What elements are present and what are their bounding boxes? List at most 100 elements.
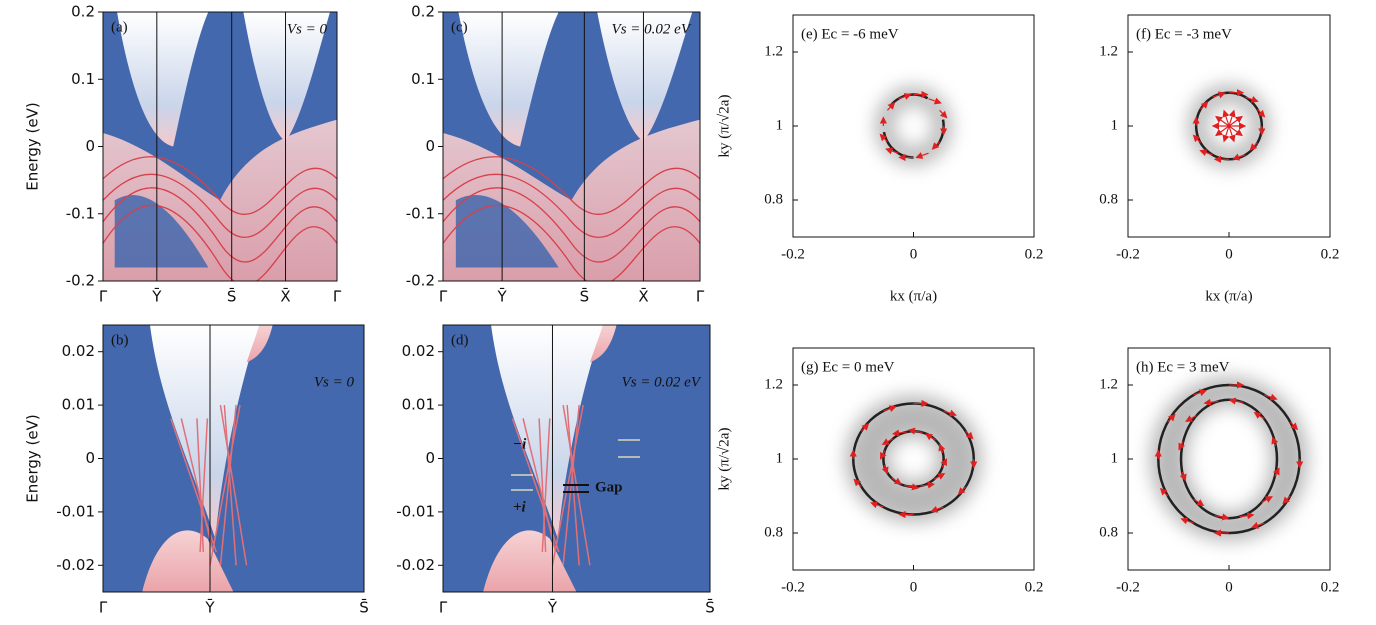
surface-state [199,404,248,566]
spin-arrow [898,93,912,100]
axes-frame [442,11,701,282]
panel-label: (a) [111,19,128,35]
spin-arrow [1215,125,1230,137]
panel-label: (h) Ec = 3 meV [1136,359,1230,375]
spin-arrow [881,464,889,475]
band-line [443,204,700,281]
x-tick-label: S̄ [359,598,369,617]
x-tick-label: 0 [910,579,918,595]
spin-arrow [1215,115,1230,127]
surface-state [170,404,241,566]
y-tick-label: 1 [1111,117,1119,133]
x-tick-label: Γ̄ [696,288,705,306]
spin-arrow [1256,108,1266,118]
bulk-gap [455,195,559,268]
spin-arrow [1228,125,1243,137]
x-axis-label: kx (π/a) [890,288,937,304]
bulk-band [589,325,617,363]
spin-arrow [1203,398,1219,406]
panel-label: (b) [111,332,129,348]
plot-area [103,325,364,592]
spin-arrow [938,443,946,454]
x-tick-label: X̄ [280,287,290,306]
spin-arrow [1228,125,1236,143]
x-axis-label: kx (π/a) [1205,288,1252,304]
spin-arrow [891,429,907,437]
spin-arrow [1253,411,1265,420]
cone [597,12,693,142]
spin-arrow [1192,134,1202,144]
spin-arrow [1167,413,1176,423]
spin-arrow [943,409,957,417]
y-tick-label: 0.02 [402,342,435,360]
y-tick-label: 0.2 [71,3,95,21]
spin-arrow [928,97,942,105]
spin-arrow [1273,467,1280,477]
spin-arrow [860,423,870,432]
spin-arrow [1228,397,1244,405]
spin-arrow [1271,436,1279,447]
x-tick-label: Ȳ [547,599,558,617]
x-tick-label: S̄ [705,598,715,617]
annotation: Vs = 0 [287,21,328,37]
bulk-band [483,530,577,592]
band-line [443,187,700,263]
y-tick-label: 1.2 [1099,43,1118,59]
spin-arrow [940,458,947,468]
y-tick-label: 0.2 [411,3,435,21]
x-tick-label: S̄ [580,287,590,306]
axes-frame [102,324,365,593]
surface-state [196,405,237,566]
glow-inner [1187,405,1271,513]
spin-arrow [1193,498,1205,507]
spin-arrow [904,483,920,491]
spin-arrow [1222,125,1230,143]
y-tick-label: 0 [425,137,435,155]
x-tick-label: -0.2 [781,246,805,262]
x-tick-label: 0 [1225,246,1233,262]
y-tick-label: 0.8 [1099,191,1118,207]
spin-arrow [1289,421,1299,431]
y-tick-label: -0.01 [396,502,435,520]
bulk-band [246,325,273,363]
y-tick-label: 0.8 [764,191,783,207]
y-tick-label: -0.1 [406,204,435,222]
annotation: Vs = 0.02 eV [612,21,692,37]
panel-label: (c) [451,19,468,35]
y-axis-label: ky (π/√2a) [716,428,732,491]
note: −i [513,436,527,452]
axes-frame [442,324,711,593]
band-line [103,173,337,239]
spin-arrow [1193,389,1207,397]
panel-label: (g) Ec = 0 meV [801,359,895,375]
spin-arrow [930,505,944,513]
spin-arrow [883,405,897,413]
spin-arrow [1178,441,1185,451]
spin-arrow [915,152,929,159]
spin-arrow [907,427,923,435]
band-line [103,187,337,263]
band-line [443,173,700,239]
x-tick-label: Γ̄ [439,288,448,306]
spin-arrow [1228,115,1243,127]
bulk-gap [114,195,209,268]
x-tick-label: 0.2 [1321,246,1340,262]
cone [491,325,604,539]
x-tick-label: 0 [1225,579,1233,595]
note: Gap [595,479,623,495]
spin-arrow [933,473,946,480]
glow-inner [889,437,938,481]
y-tick-label: 1.2 [1099,376,1118,392]
y-tick-label: 0.8 [764,524,783,540]
spin-arrow [891,477,902,485]
cone [149,325,260,539]
annotation: Vs = 0.02 eV [622,374,702,390]
y-tick-label: 0.01 [402,396,435,414]
x-tick-label: 0.2 [1321,579,1340,595]
note: +i [513,499,527,515]
spin-arrow [1212,91,1226,99]
spin-arrow [870,501,884,509]
spin-arrow [1159,487,1169,497]
cone [103,12,209,147]
x-tick-label: -0.2 [1116,246,1140,262]
